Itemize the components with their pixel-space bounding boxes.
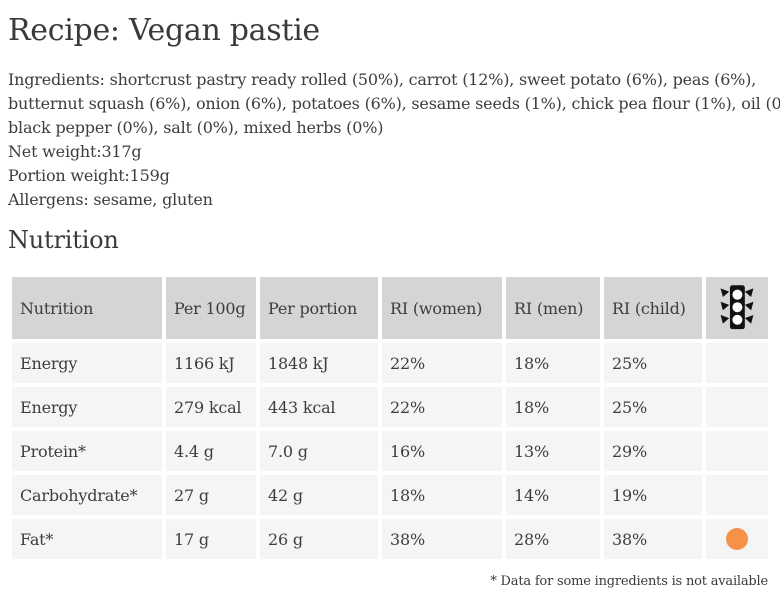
table-row-cell: Carbohydrate* — [12, 475, 162, 515]
portion-weight: Portion weight:159g — [8, 164, 780, 188]
portion-weight-value: 159g — [129, 166, 170, 185]
table-row-cell: 13% — [506, 431, 600, 471]
table-row-cell: 16% — [382, 431, 502, 471]
table-row-cell: Protein* — [12, 431, 162, 471]
table-row-cell: 42 g — [260, 475, 378, 515]
table-row-cell: 22% — [382, 387, 502, 427]
amber-traffic-dot — [726, 528, 748, 550]
nutrition-table: Nutrition Per 100g Per portion RI (women… — [12, 277, 768, 559]
table-row-cell: 27 g — [166, 475, 256, 515]
footnote: * Data for some ingredients is not avail… — [490, 574, 768, 589]
ingredients-line-1: Ingredients: shortcrust pastry ready rol… — [8, 70, 757, 89]
traffic-light-cell — [706, 431, 768, 471]
table-row-cell: 1848 kJ — [260, 343, 378, 383]
header-nutrition: Nutrition — [12, 277, 162, 339]
allergens: Allergens: sesame, gluten — [8, 188, 780, 212]
table-row-cell: Energy — [12, 387, 162, 427]
table-row-cell: 18% — [506, 343, 600, 383]
ingredients-line-3: black pepper (0%), salt (0%), mixed herb… — [8, 118, 384, 137]
traffic-light-cell — [706, 519, 768, 559]
table-row-cell: 25% — [604, 343, 702, 383]
traffic-light-cell — [706, 387, 768, 427]
header-per-100g: Per 100g — [166, 277, 256, 339]
table-row-cell: 279 kcal — [166, 387, 256, 427]
allergens-label: Allergens: — [8, 190, 94, 209]
table-row-cell: 38% — [382, 519, 502, 559]
nutrition-heading: Nutrition — [8, 226, 119, 254]
table-row-cell: 18% — [506, 387, 600, 427]
table-row-cell: 22% — [382, 343, 502, 383]
table-row-cell: 25% — [604, 387, 702, 427]
table-row-cell: 38% — [604, 519, 702, 559]
allergens-value: sesame, gluten — [93, 190, 213, 209]
table-row-cell: 29% — [604, 431, 702, 471]
header-per-portion: Per portion — [260, 277, 378, 339]
net-weight-label: Net weight: — [8, 142, 102, 161]
header-ri-child: RI (child) — [604, 277, 702, 339]
header-traffic-light — [706, 277, 768, 339]
table-row-cell: 18% — [382, 475, 502, 515]
table-row-cell: 26 g — [260, 519, 378, 559]
net-weight-value: 317g — [101, 142, 142, 161]
table-row-cell: Energy — [12, 343, 162, 383]
recipe-details: Ingredients: shortcrust pastry ready rol… — [8, 68, 780, 212]
header-ri-men: RI (men) — [506, 277, 600, 339]
header-ri-women: RI (women) — [382, 277, 502, 339]
table-row-cell: 1166 kJ — [166, 343, 256, 383]
table-row-cell: 28% — [506, 519, 600, 559]
traffic-light-cell — [706, 475, 768, 515]
table-row-cell: 4.4 g — [166, 431, 256, 471]
table-row-cell: 7.0 g — [260, 431, 378, 471]
traffic-light-cell — [706, 343, 768, 383]
table-row-cell: 19% — [604, 475, 702, 515]
portion-weight-label: Portion weight: — [8, 166, 130, 185]
table-row-cell: 14% — [506, 475, 600, 515]
table-row-cell: Fat* — [12, 519, 162, 559]
net-weight: Net weight:317g — [8, 140, 780, 164]
traffic-light-icon — [720, 285, 754, 330]
page-title: Recipe: Vegan pastie — [8, 13, 320, 48]
table-row-cell: 17 g — [166, 519, 256, 559]
table-row-cell: 443 kcal — [260, 387, 378, 427]
ingredients-line-2: butternut squash (6%), onion (6%), potat… — [8, 94, 780, 113]
